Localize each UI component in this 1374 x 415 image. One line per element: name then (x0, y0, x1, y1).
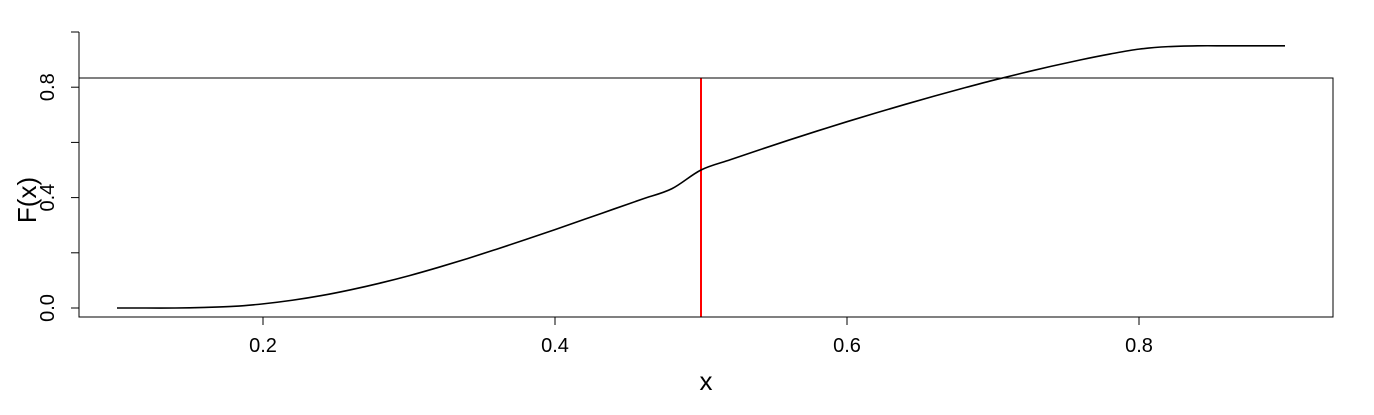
plot-area (116, 44, 1285, 317)
plot-frame (78, 77, 1334, 318)
y-tick-label: 0.8 (37, 73, 59, 101)
x-tick-label: 0.8 (1125, 335, 1153, 357)
x-tick-label: 0.2 (249, 335, 277, 357)
x-tick-label: 0.4 (541, 335, 569, 357)
x-axis: 0.2 0.4 0.6 0.8 (249, 316, 1153, 357)
x-tick-label: 0.6 (833, 335, 861, 357)
y-axis-title: F(x) (12, 177, 42, 223)
y-axis: 0.0 0.4 0.8 (37, 31, 80, 322)
cdf-curve (116, 44, 1285, 309)
x-axis-title: x (700, 366, 713, 396)
y-tick-label: 0.0 (37, 294, 59, 322)
y-tick-label: 0.4 (37, 184, 59, 212)
